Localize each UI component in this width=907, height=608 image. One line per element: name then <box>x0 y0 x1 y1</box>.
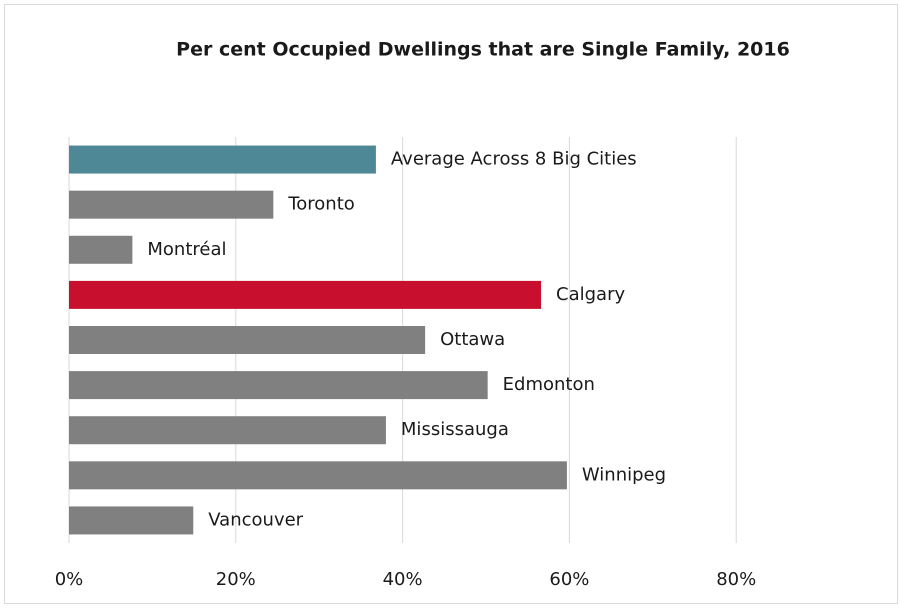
category-label: Edmonton <box>503 374 595 395</box>
bar <box>69 371 488 400</box>
x-tick-label: 60% <box>549 569 589 590</box>
bar <box>69 506 194 535</box>
bar <box>69 461 567 490</box>
x-tick-label: 0% <box>55 569 84 590</box>
chart-title: Per cent Occupied Dwellings that are Sin… <box>176 39 790 61</box>
category-label: Winnipeg <box>582 464 666 485</box>
bar <box>69 145 376 174</box>
bar <box>69 190 274 219</box>
x-tick-label: 40% <box>383 569 423 590</box>
category-label: Toronto <box>287 194 354 215</box>
category-label: Average Across 8 Big Cities <box>391 149 637 170</box>
category-label: Calgary <box>556 284 625 305</box>
x-tick-label: 80% <box>716 569 756 590</box>
bar <box>69 235 133 264</box>
category-label: Ottawa <box>440 329 505 350</box>
bar <box>69 326 426 354</box>
bar <box>69 280 542 309</box>
bar <box>69 416 386 445</box>
category-label: Vancouver <box>208 509 303 530</box>
category-label: Mississauga <box>401 419 509 440</box>
category-label: Montréal <box>147 239 226 260</box>
x-tick-label: 20% <box>216 569 256 590</box>
